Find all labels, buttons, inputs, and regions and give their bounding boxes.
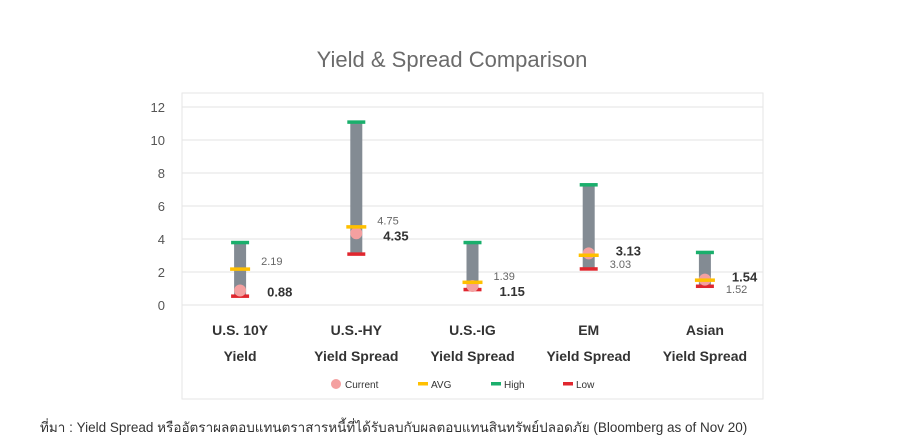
current-label-2: 1.15 [500,284,525,299]
category-label-3-line1: EM [578,322,599,338]
legend-label-low: Low [576,380,595,391]
avg-label-1: 4.75 [377,216,398,228]
chart-frame [181,92,764,400]
current-point-1 [350,227,363,240]
y-tick-label-2: 2 [158,265,165,280]
high-marker-2 [463,240,482,245]
category-label-4-line1: Asian [686,322,724,338]
legend-swatch-high [491,382,501,386]
y-axis: 0 2 4 6 8 10 12 [151,100,165,313]
source-note: ที่มา : Yield Spread หรืออัตราผลตอบแทนตร… [40,420,748,435]
legend-label-current: Current [345,380,379,391]
legend-label-high: High [504,380,525,391]
y-tick-label-0: 0 [158,298,165,313]
category-label-2-line1: U.S.-IG [449,322,496,338]
avg-marker-2 [462,280,483,285]
gridlines [182,106,763,306]
category-label-0-line1: U.S. 10Y [212,322,269,338]
category-label-4-line2: Yield Spread [663,348,747,364]
category-label-1-line1: U.S.-HY [331,322,383,338]
y-tick-label-4: 4 [158,232,165,247]
current-label-1: 4.35 [383,229,408,244]
legend-swatch-current [331,379,341,389]
y-tick-label-10: 10 [151,133,165,148]
avg-marker-3 [578,253,599,258]
legend-swatch-low [563,382,573,386]
avg-marker-4 [694,278,715,282]
low-marker-4 [695,284,714,289]
category-label-3-line2: Yield Spread [547,348,631,364]
current-point-3 [582,247,595,260]
high-marker-1 [347,120,366,124]
category-label-0-line2: Yield [224,348,257,364]
legend-label-avg: AVG [431,380,452,391]
avg-marker-0 [230,267,251,271]
avg-label-4: 1.52 [726,284,747,296]
current-label-4: 1.54 [732,270,758,285]
legend: Current AVG High Low [331,379,595,391]
current-label-3: 3.13 [616,243,641,258]
low-marker-3 [579,267,598,271]
legend-swatch-avg [418,382,428,386]
avg-label-2: 1.39 [494,271,515,283]
category-labels: U.S. 10Y Yield U.S.-HY Yield Spread U.S.-IG Y… [212,322,747,364]
high-marker-4 [695,250,714,255]
range-bar-3 [582,184,595,269]
y-tick-label-8: 8 [158,166,165,181]
avg-marker-1 [346,225,367,229]
y-tick-label-6: 6 [158,199,165,214]
current-point-0 [234,284,247,297]
high-marker-3 [579,183,598,187]
avg-label-0: 2.19 [261,256,282,268]
range-bar-2 [466,242,479,290]
range-bar-1 [350,121,363,254]
high-marker-0 [231,240,250,245]
range-bars: 2.19 0.88 4.754.35 1.391.15 3.033.13 1.521.54 [230,120,758,299]
avg-label-3: 3.03 [610,259,631,271]
low-marker-1 [347,252,366,256]
y-tick-label-12: 12 [151,100,165,115]
category-label-2-line2: Yield Spread [430,348,514,364]
current-label-0: 0.88 [267,284,292,299]
chart-title: Yield & Spread Comparison [317,47,588,72]
category-label-1-line2: Yield Spread [314,348,398,364]
